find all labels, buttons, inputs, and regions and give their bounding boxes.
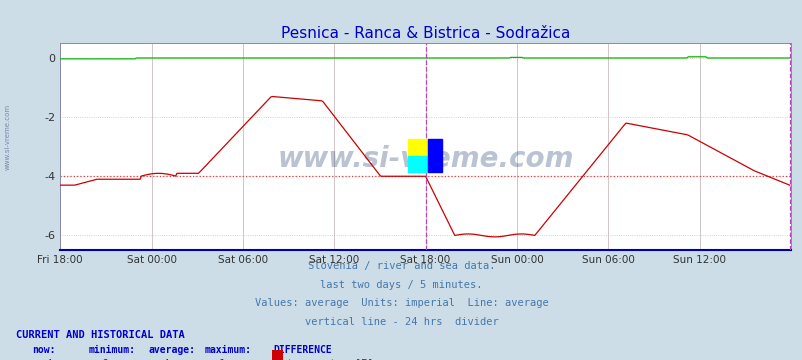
Text: Slovenia / river and sea data.: Slovenia / river and sea data. (307, 261, 495, 271)
Text: temperature[F]: temperature[F] (286, 359, 374, 360)
Text: -4: -4 (40, 359, 53, 360)
Bar (407, 156, 427, 172)
Text: average:: average: (148, 345, 196, 355)
Text: maximum:: maximum: (205, 345, 252, 355)
Text: vertical line - 24 hrs  divider: vertical line - 24 hrs divider (304, 317, 498, 327)
Bar (407, 139, 427, 156)
Text: minimum:: minimum: (88, 345, 136, 355)
Text: now:: now: (32, 345, 55, 355)
Text: -1: -1 (213, 359, 225, 360)
Text: DIFFERENCE: DIFFERENCE (273, 345, 331, 355)
Text: last two days / 5 minutes.: last two days / 5 minutes. (320, 280, 482, 290)
Text: -4: -4 (156, 359, 169, 360)
Title: Pesnica - Ranca & Bistrica - Sodražica: Pesnica - Ranca & Bistrica - Sodražica (281, 26, 569, 41)
Text: www.si-vreme.com: www.si-vreme.com (5, 104, 11, 170)
Text: www.si-vreme.com: www.si-vreme.com (277, 145, 573, 173)
Text: CURRENT AND HISTORICAL DATA: CURRENT AND HISTORICAL DATA (16, 330, 184, 341)
Text: Values: average  Units: imperial  Line: average: Values: average Units: imperial Line: av… (254, 298, 548, 309)
Bar (427, 139, 442, 172)
Text: -6: -6 (96, 359, 109, 360)
